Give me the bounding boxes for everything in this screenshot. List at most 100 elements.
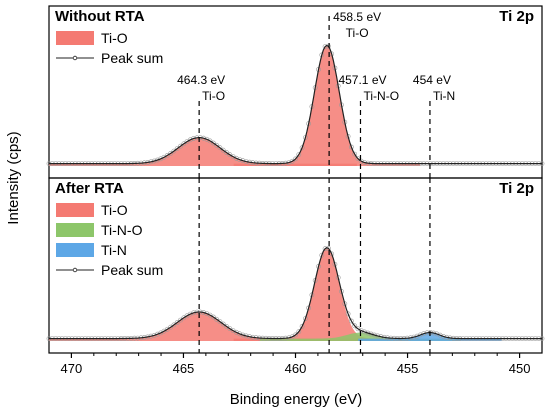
data-point bbox=[220, 147, 226, 153]
x-axis: 470 465 460 455 450 bbox=[61, 353, 531, 376]
data-point bbox=[210, 140, 216, 146]
data-point bbox=[437, 332, 443, 338]
data-point bbox=[237, 331, 242, 337]
legend-label-peak-sum: Peak sum bbox=[101, 262, 163, 278]
x-axis-label: Binding energy (eV) bbox=[230, 391, 363, 408]
data-point bbox=[168, 324, 173, 330]
data-point bbox=[362, 329, 367, 335]
annotation-species: Ti-N-O bbox=[363, 89, 399, 103]
data-points bbox=[46, 245, 545, 341]
data-point bbox=[296, 152, 302, 157]
legend-label-ti-n: Ti-N bbox=[101, 242, 127, 258]
peak-ti-o-464-3 bbox=[49, 137, 357, 166]
data-point bbox=[217, 145, 223, 151]
legend-marker bbox=[72, 267, 78, 273]
data-point bbox=[214, 142, 219, 148]
data-point bbox=[348, 144, 354, 150]
data-point bbox=[187, 311, 193, 317]
legend-swatch-ti-n bbox=[56, 243, 94, 257]
data-point bbox=[168, 150, 173, 156]
annotation-species: Ti-N bbox=[433, 89, 455, 103]
data-point bbox=[293, 332, 298, 338]
data-point bbox=[293, 156, 298, 162]
x-tick-label: 455 bbox=[397, 361, 419, 376]
legend-swatch-ti-n-o bbox=[56, 223, 94, 237]
annotation-energy: 454 eV bbox=[413, 73, 451, 87]
peak-ti-o-464-3 bbox=[49, 312, 365, 341]
data-point bbox=[220, 321, 226, 327]
data-point bbox=[171, 148, 177, 154]
data-point bbox=[187, 137, 193, 143]
panel-without-rta: 464.3 eV Ti-O 458.5 eV Ti-O 457.1 eV Ti-N-O 45… bbox=[46, 5, 545, 179]
data-point bbox=[178, 317, 183, 323]
data-point bbox=[224, 323, 229, 329]
data-point bbox=[345, 311, 351, 317]
x-tick-label: 465 bbox=[173, 361, 195, 376]
annotation-energy: 457.1 eV bbox=[338, 73, 386, 87]
data-point bbox=[434, 331, 440, 337]
data-point bbox=[296, 329, 302, 335]
legend-label-ti-o: Ti-O bbox=[101, 30, 128, 46]
data-point bbox=[178, 143, 183, 149]
data-point bbox=[174, 320, 180, 325]
legend-swatch-ti-o bbox=[56, 31, 94, 45]
data-point bbox=[164, 326, 170, 332]
data-point bbox=[358, 328, 364, 333]
legend-label-peak-sum: Peak sum bbox=[101, 50, 163, 66]
data-point bbox=[322, 246, 328, 252]
panel-corner-label: Ti 2p bbox=[499, 180, 534, 197]
data-point bbox=[155, 331, 160, 337]
peak-sum-line bbox=[49, 44, 542, 165]
data-point bbox=[302, 316, 308, 321]
data-point bbox=[217, 319, 223, 324]
legend: Ti-O Peak sum bbox=[56, 30, 163, 66]
annotation-energy: 464.3 eV bbox=[177, 73, 225, 87]
data-point bbox=[299, 145, 305, 151]
data-point bbox=[368, 331, 374, 337]
data-point bbox=[174, 146, 180, 151]
data-point bbox=[352, 151, 358, 157]
data-point bbox=[207, 138, 213, 144]
peak-sum-line bbox=[49, 247, 542, 340]
peak-ti-o-458-6 bbox=[233, 45, 421, 166]
panel-corner-label: Ti 2p bbox=[499, 8, 534, 25]
panel-title: After RTA bbox=[55, 180, 124, 197]
legend-marker bbox=[72, 55, 78, 61]
peak-ti-o-458-6 bbox=[233, 247, 421, 341]
panel-after-rta: After RTA Ti 2p Ti-O Ti-N-O Ti-N Peak sum bbox=[46, 177, 545, 354]
data-point bbox=[414, 333, 420, 339]
legend-label-ti-o: Ti-O bbox=[101, 202, 128, 218]
data-point bbox=[224, 150, 229, 155]
data-point bbox=[233, 155, 239, 161]
data-point bbox=[289, 158, 295, 164]
data-point bbox=[352, 323, 358, 329]
data-point bbox=[358, 158, 364, 164]
legend: Ti-O Ti-N-O Ti-N Peak sum bbox=[56, 202, 163, 278]
data-point bbox=[155, 157, 160, 163]
panel-title: Without RTA bbox=[55, 8, 145, 25]
data-point bbox=[319, 252, 325, 258]
data-point bbox=[348, 318, 354, 324]
data-point bbox=[322, 44, 328, 49]
data-point bbox=[204, 311, 210, 316]
legend-label-ti-n-o: Ti-N-O bbox=[101, 222, 143, 238]
y-axis-label: Intensity (cps) bbox=[5, 131, 22, 224]
annotation-species: Ti-O bbox=[346, 26, 369, 40]
data-point bbox=[440, 333, 446, 339]
data-point bbox=[421, 331, 427, 337]
data-point bbox=[299, 323, 305, 329]
data-point bbox=[214, 316, 219, 322]
data-point bbox=[210, 314, 216, 320]
legend-swatch-ti-o bbox=[56, 203, 94, 217]
data-point bbox=[417, 332, 423, 338]
annotation-energy: 458.5 eV bbox=[333, 10, 381, 24]
data-point bbox=[181, 141, 187, 147]
x-tick-label: 460 bbox=[285, 361, 307, 376]
x-tick-label: 450 bbox=[509, 361, 531, 376]
data-point bbox=[237, 157, 242, 162]
data-point bbox=[171, 322, 177, 328]
annotation-species: Ti-O bbox=[202, 89, 225, 103]
x-tick-label: 470 bbox=[61, 361, 83, 376]
